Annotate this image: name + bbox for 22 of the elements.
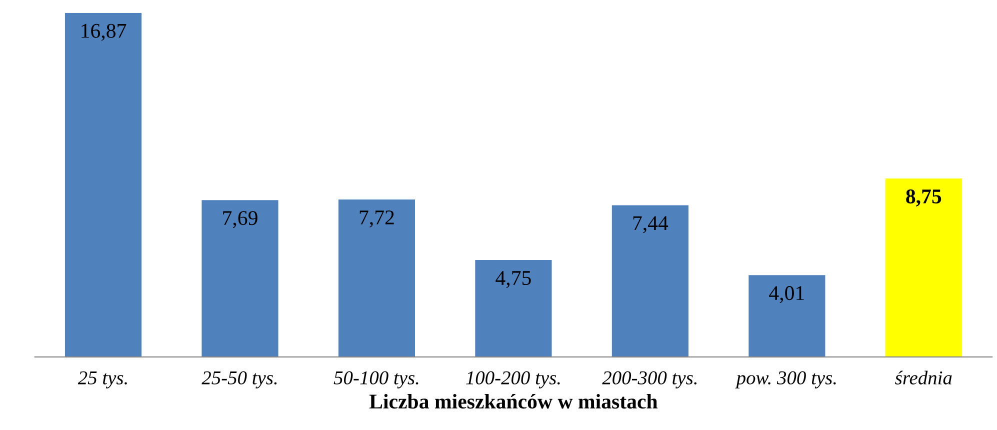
x-tick-label: średnia: [895, 370, 952, 384]
data-label: 8,75: [906, 189, 942, 206]
x-tick-label: 50-100 tys.: [334, 371, 418, 388]
x-tick-label: 25 tys.: [78, 371, 127, 388]
bar: [612, 205, 688, 357]
data-label: 16,87: [82, 24, 126, 41]
x-tick-label: 200-300 tys.: [602, 371, 696, 388]
data-label: 7,72: [360, 210, 394, 228]
data-label: 4,01: [769, 286, 804, 304]
bar: [748, 275, 826, 357]
bar: [885, 178, 962, 357]
bar: [338, 199, 416, 357]
data-label: 4,75: [496, 271, 531, 288]
x-axis-title: Liczba mieszkańców w miastach: [369, 394, 658, 409]
bar: [475, 260, 552, 357]
bar: [64, 12, 142, 357]
x-tick-label: 100-200 tys.: [466, 371, 560, 388]
data-label: 7,69: [223, 211, 258, 228]
bar: [202, 200, 278, 357]
x-tick-label: 25-50 tys.: [202, 371, 277, 388]
data-label: 7,44: [633, 216, 668, 234]
x-tick-label: pow. 300 tys.: [735, 371, 836, 388]
